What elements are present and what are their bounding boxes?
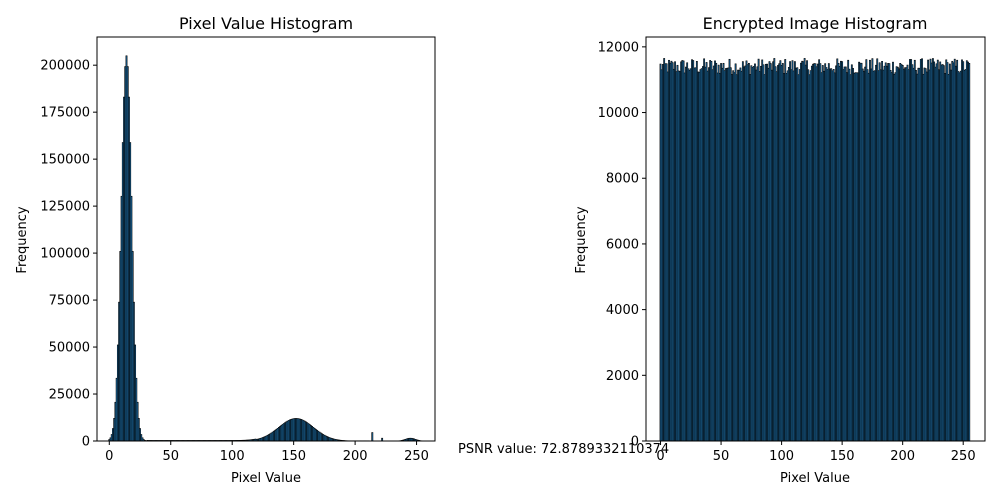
y-tick-label: 150000: [40, 153, 90, 168]
right-plot-frame: [645, 36, 986, 442]
y-tick-label: 0: [631, 435, 639, 450]
left-chart-title: Pixel Value Histogram: [179, 14, 353, 33]
right-chart: Encrypted Image Histogram 0 50 100 150 200 25…: [574, 14, 986, 486]
x-tick-label: 0: [656, 449, 664, 464]
left-x-axis: 0 50 100 150 200 250: [105, 441, 429, 464]
x-tick-label: 50: [713, 449, 730, 464]
x-tick-label: 100: [220, 449, 245, 464]
left-plot-frame: [96, 36, 436, 442]
y-tick-label: 2000: [606, 369, 639, 384]
left-y-axis: 0 25000 50000 75000 100000 125000 150000 175000…: [40, 59, 97, 450]
x-tick-label: 250: [951, 449, 976, 464]
y-tick-label: 25000: [49, 388, 90, 403]
left-chart: Pixel Value Histogram 0 50 100 150 200 250 0 2…: [15, 14, 436, 486]
right-x-axis-label: Pixel Value: [780, 471, 850, 486]
y-tick-label: 50000: [49, 341, 90, 356]
right-x-axis: 0 50 100 150 200 250: [656, 441, 976, 464]
y-tick-label: 100000: [40, 247, 90, 262]
x-tick-label: 250: [404, 449, 429, 464]
histogram-bar: [968, 63, 971, 442]
right-chart-bars: [659, 58, 971, 442]
x-tick-label: 50: [162, 449, 179, 464]
left-chart-bars: [108, 55, 424, 442]
x-tick-label: 0: [105, 449, 113, 464]
y-tick-label: 125000: [40, 200, 90, 215]
y-tick-label: 0: [82, 435, 90, 450]
left-x-axis-label: Pixel Value: [231, 471, 301, 486]
y-tick-label: 75000: [49, 294, 90, 309]
right-y-axis: 0 2000 4000 6000 8000 10000 12000: [598, 40, 646, 450]
left-y-axis-label: Frequency: [15, 206, 30, 273]
histogram-bar: [371, 432, 374, 442]
x-tick-label: 150: [281, 449, 306, 464]
y-tick-label: 10000: [598, 106, 639, 121]
y-tick-label: 8000: [606, 172, 639, 187]
x-tick-label: 200: [890, 449, 915, 464]
x-tick-label: 100: [769, 449, 794, 464]
right-y-axis-label: Frequency: [574, 206, 589, 273]
y-tick-label: 4000: [606, 303, 639, 318]
x-tick-label: 200: [343, 449, 368, 464]
y-tick-label: 6000: [606, 237, 639, 252]
right-chart-title: Encrypted Image Histogram: [703, 14, 928, 33]
y-tick-label: 12000: [598, 40, 639, 55]
x-tick-label: 150: [830, 449, 855, 464]
y-tick-label: 200000: [40, 59, 90, 74]
y-tick-label: 175000: [40, 106, 90, 121]
psnr-label: PSNR value: 72.87893321103​74: [458, 442, 670, 457]
